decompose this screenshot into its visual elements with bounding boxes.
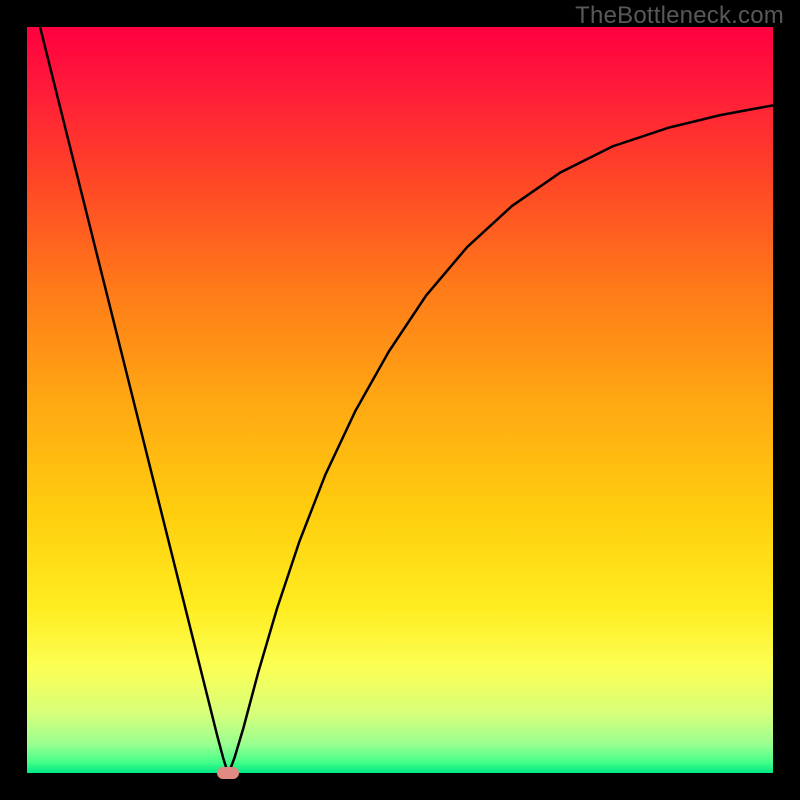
plot-area (27, 27, 773, 773)
minimum-marker (217, 767, 239, 779)
chart-frame: TheBottleneck.com (0, 0, 800, 800)
curve-svg (27, 27, 773, 773)
bottleneck-curve (27, 27, 773, 773)
watermark-text: TheBottleneck.com (575, 2, 784, 30)
